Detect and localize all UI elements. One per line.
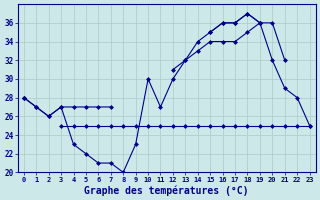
X-axis label: Graphe des températures (°C): Graphe des températures (°C) <box>84 185 249 196</box>
